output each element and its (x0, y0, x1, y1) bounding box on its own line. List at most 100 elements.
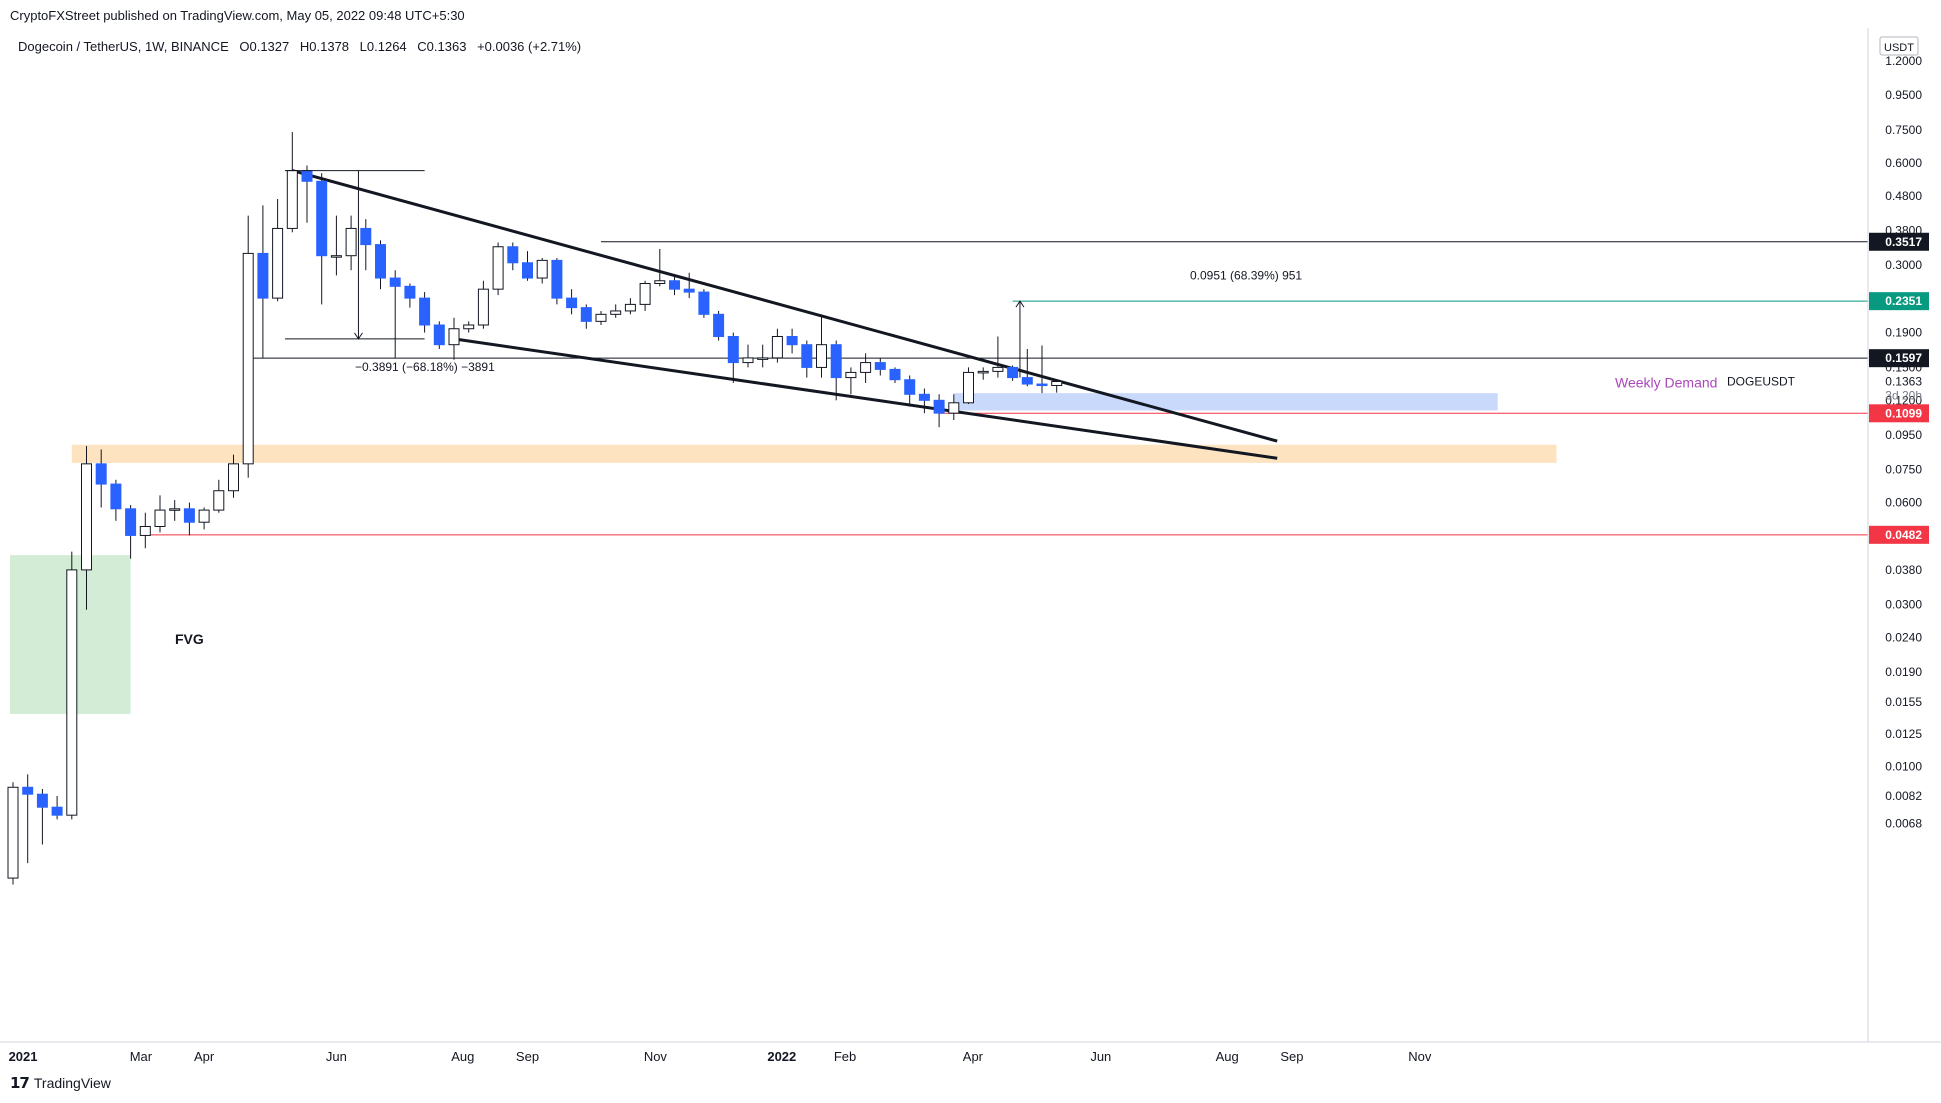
tradingview-logo-icon[interactable]: 𝟭𝟳 (10, 1075, 30, 1092)
y-tick-label: 0.1900 (1885, 326, 1922, 340)
candle-body (1051, 381, 1063, 386)
last-price-symbol: DOGEUSDT (1727, 375, 1796, 389)
y-tick-label: 0.0950 (1885, 428, 1922, 442)
x-tick-label: 2022 (767, 1049, 796, 1064)
x-tick-label: Apr (963, 1049, 984, 1064)
candle-body (948, 402, 960, 414)
x-tick-label: Sep (516, 1049, 539, 1064)
y-tick-label: 0.9500 (1885, 88, 1922, 102)
candle-body (845, 371, 857, 379)
x-tick-label: Nov (644, 1049, 668, 1064)
x-tick-label: Aug (1216, 1049, 1239, 1064)
price-label-badge (1869, 232, 1929, 251)
candle-body (933, 399, 945, 414)
zone-orange (71, 444, 1557, 463)
x-tick-label: Apr (194, 1049, 215, 1064)
y-tick-label: 1.2000 (1885, 54, 1922, 68)
candle-body (389, 277, 401, 287)
candle-body (860, 362, 872, 373)
candle-body (257, 252, 269, 299)
y-tick-label: 0.7500 (1885, 123, 1922, 137)
y-tick-label: 0.1200 (1885, 393, 1922, 407)
candle-body (345, 227, 357, 257)
x-tick-label: Jun (326, 1049, 347, 1064)
candle-body (81, 463, 92, 571)
y-tick-label: 0.0240 (1885, 631, 1922, 645)
candle-body (654, 280, 666, 285)
candle-body (830, 344, 842, 379)
candle-body (330, 255, 342, 258)
candle-body (183, 508, 195, 523)
candle-body (286, 170, 298, 229)
candle-body (551, 259, 563, 299)
ohlc-change: +0.0036 (+2.71%) (477, 39, 582, 54)
ohlc-high: H0.1378 (299, 39, 350, 54)
candle-body (139, 525, 151, 536)
x-tick-label: Jun (1090, 1049, 1111, 1064)
ohlc-close: C0.1363 (417, 39, 467, 54)
candle-body (580, 307, 592, 322)
candles-layer (7, 132, 1063, 885)
wedge-upper-line (291, 169, 1278, 443)
candle-body (154, 509, 166, 527)
falling-wedge-layer (291, 169, 1278, 460)
candle-body (448, 328, 460, 346)
y-tick-label: 0.0100 (1885, 760, 1922, 774)
measure-up-label: 0.0951 (68.39%) 951 (1190, 269, 1302, 283)
candle-body (477, 288, 489, 326)
x-tick-label: Sep (1280, 1049, 1303, 1064)
candle-body (816, 344, 827, 368)
x-tick-label: Mar (130, 1049, 153, 1064)
y-unit-label: USDT (1884, 42, 1914, 54)
candle-body (1036, 383, 1048, 387)
candle-body (624, 303, 636, 312)
candle-body (360, 227, 372, 246)
x-tick-label: 2021 (9, 1049, 38, 1064)
candle-body (683, 288, 695, 293)
candle-body (889, 368, 901, 381)
candle-body (51, 806, 63, 816)
y-unit-badge (1879, 36, 1919, 56)
candle-body (507, 246, 519, 264)
candle-body (742, 357, 754, 364)
price-label-badge (1869, 349, 1929, 368)
candle-body (801, 344, 813, 368)
candle-body (36, 793, 48, 808)
candle-body (169, 508, 181, 511)
symbol-name[interactable]: Dogecoin / TetherUS, 1W, BINANCE (18, 39, 229, 54)
axes-layer: 1.20000.95000.75000.60000.48000.38000.30… (0, 28, 1941, 1064)
candle-body (22, 786, 34, 795)
weekly-demand-label: Weekly Demand (1615, 374, 1717, 390)
y-tick-label: 0.6000 (1885, 156, 1922, 170)
symbol-info-line: Dogecoin / TetherUS, 1W, BINANCE O0.1327… (18, 39, 588, 54)
footer-brand[interactable]: TradingView (33, 1075, 111, 1091)
candle-body (698, 291, 710, 315)
horizontal-lines-layer (145, 241, 1868, 536)
candle-body (639, 283, 651, 305)
last-price-value: 0.1363 (1885, 375, 1922, 389)
ohlc-open: O0.1327 (239, 39, 290, 54)
y-tick-label: 0.0750 (1885, 463, 1922, 477)
price-label-badge (1869, 404, 1929, 423)
y-tick-label: 0.0380 (1885, 563, 1922, 577)
candle-body (992, 366, 1004, 372)
price-label-text: 0.2351 (1885, 294, 1922, 308)
candle-body (110, 483, 122, 510)
price-label-badge (1869, 525, 1929, 544)
y-tick-label: 0.0125 (1885, 727, 1922, 741)
candle-body (918, 393, 930, 401)
candle-body (963, 371, 974, 404)
measure-tools-layer (284, 170, 1025, 378)
candle-body (727, 335, 739, 364)
candle-body (904, 379, 916, 395)
candle-body (301, 170, 313, 182)
candle-body (536, 259, 548, 279)
y-tick-label: 0.3000 (1885, 258, 1922, 272)
candle-body (1007, 366, 1019, 379)
last-price-countdown: 3d 20h (1885, 389, 1922, 403)
price-label-text: 0.0482 (1885, 528, 1922, 542)
candle-body (95, 463, 107, 485)
y-tick-label: 0.0190 (1885, 665, 1922, 679)
fvg-label: FVG (175, 631, 204, 647)
